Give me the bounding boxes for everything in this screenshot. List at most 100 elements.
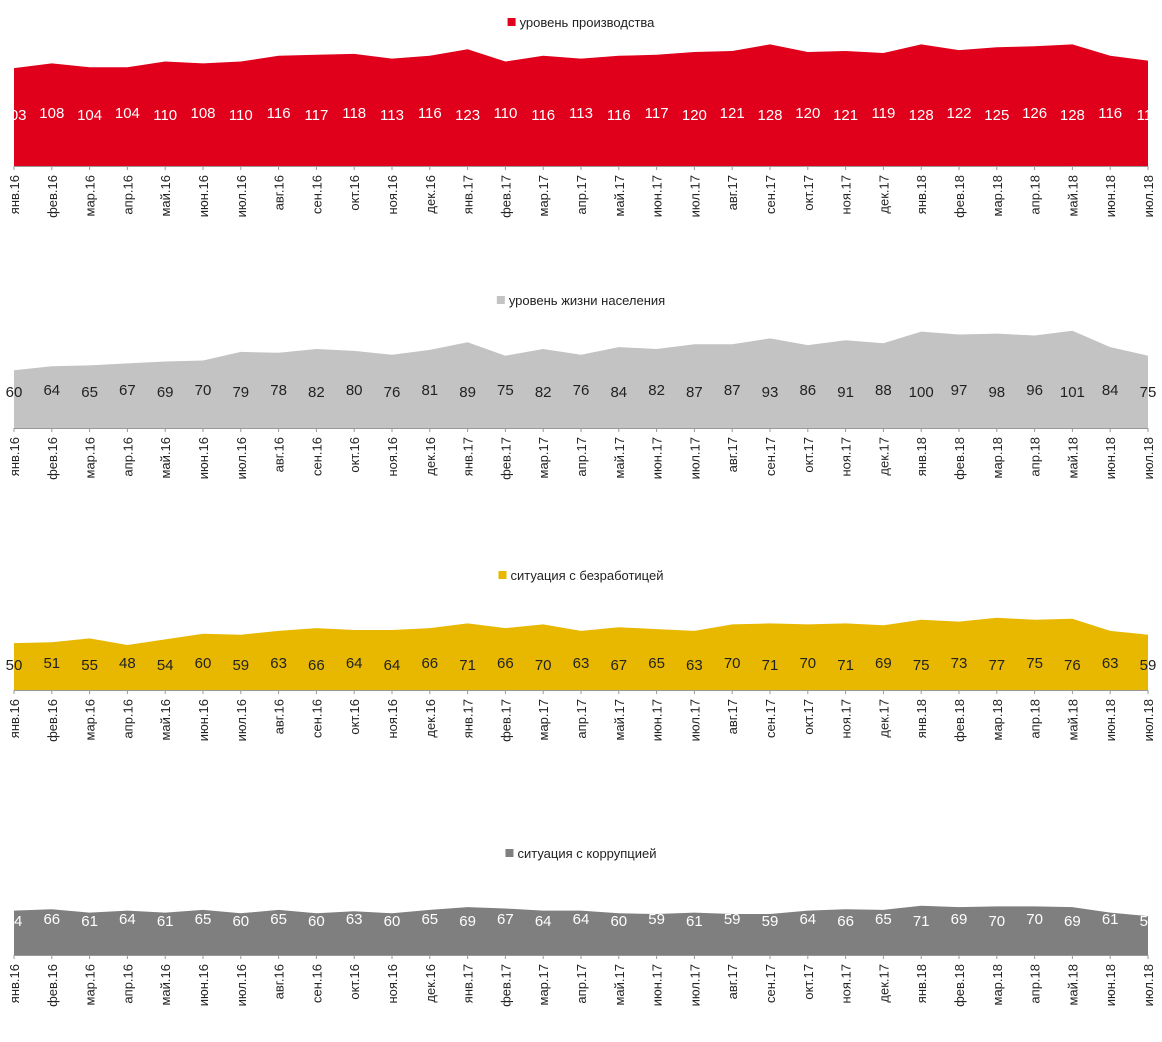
data-label: 60 bbox=[6, 384, 23, 401]
data-label: 54 bbox=[157, 657, 174, 674]
x-tick-label: фев.18 bbox=[952, 699, 967, 742]
x-tick-label: май.17 bbox=[612, 699, 627, 741]
data-label: 75 bbox=[1026, 655, 1043, 672]
data-label: 111 bbox=[1137, 107, 1160, 124]
x-tick-label: июн.17 bbox=[650, 175, 665, 217]
chart-panel-2: уровень жизни населения 60 64 65 67 69 70 79 78 8… bbox=[6, 293, 1157, 480]
x-tick-label: ноя.17 bbox=[839, 964, 854, 1004]
data-label: 70 bbox=[535, 657, 552, 674]
data-label: 81 bbox=[421, 382, 438, 399]
data-label: 64 bbox=[535, 913, 552, 930]
data-label: 116 bbox=[1098, 105, 1122, 122]
data-label: 60 bbox=[384, 913, 401, 930]
x-tick-label: мар.18 bbox=[990, 437, 1005, 478]
x-tick-label: апр.18 bbox=[1028, 964, 1043, 1004]
x-tick-label: мар.17 bbox=[536, 699, 551, 740]
data-label: 71 bbox=[837, 657, 854, 674]
x-tick-label: сен.17 bbox=[763, 964, 778, 1003]
data-label: 71 bbox=[459, 657, 476, 674]
data-label: 59 bbox=[724, 911, 741, 928]
x-tick-label: фев.17 bbox=[498, 175, 513, 218]
data-label: 61 bbox=[686, 913, 703, 930]
x-tick-label: авг.17 bbox=[725, 699, 740, 734]
data-label: 69 bbox=[951, 911, 968, 928]
data-label: 66 bbox=[837, 913, 854, 930]
x-tick-label: янв.17 bbox=[461, 964, 476, 1003]
x-tick-label: янв.18 bbox=[914, 699, 929, 738]
x-tick-label: янв.18 bbox=[914, 175, 929, 214]
data-label: 48 bbox=[119, 655, 136, 672]
data-label: 69 bbox=[157, 384, 174, 401]
x-tick-label: авг.17 bbox=[725, 437, 740, 472]
x-tick-label: апр.16 bbox=[120, 437, 135, 477]
data-label: 89 bbox=[459, 384, 476, 401]
x-tick-label: дек.16 bbox=[423, 964, 438, 1003]
x-tick-label: ноя.16 bbox=[385, 437, 400, 477]
x-tick-label: янв.16 bbox=[7, 175, 22, 214]
data-label: 120 bbox=[795, 105, 820, 122]
data-label: 65 bbox=[81, 384, 98, 401]
x-tick-label: мар.18 bbox=[990, 175, 1005, 216]
x-tick-label: дек.17 bbox=[876, 699, 891, 738]
data-label: 70 bbox=[799, 655, 816, 672]
x-tick-label: апр.16 bbox=[120, 175, 135, 215]
data-label: 128 bbox=[757, 107, 782, 124]
data-label: 128 bbox=[909, 107, 934, 124]
series-area bbox=[14, 617, 1148, 690]
data-label: 100 bbox=[909, 384, 934, 401]
data-label: 80 bbox=[346, 382, 363, 399]
data-label: 88 bbox=[875, 382, 892, 399]
series-area bbox=[14, 44, 1148, 166]
x-tick-label: май.17 bbox=[612, 964, 627, 1006]
chart-panel-3: ситуация с безработицей 50 51 55 48 54 60 59 63 6… bbox=[6, 568, 1157, 742]
data-label: 119 bbox=[871, 105, 895, 122]
legend: уровень производства bbox=[507, 15, 655, 30]
data-label: 64 bbox=[43, 382, 60, 399]
x-tick-label: апр.17 bbox=[574, 699, 589, 739]
data-label: 64 bbox=[119, 911, 136, 928]
data-label: 63 bbox=[573, 655, 590, 672]
data-label: 110 bbox=[493, 105, 517, 122]
data-label: 60 bbox=[308, 913, 325, 930]
x-tick-label: дек.16 bbox=[423, 437, 438, 476]
x-tick-label: сен.17 bbox=[763, 699, 778, 738]
x-tick-label: июн.16 bbox=[196, 437, 211, 479]
data-label: 82 bbox=[535, 384, 552, 401]
x-tick-label: май.16 bbox=[158, 437, 173, 479]
data-label: 96 bbox=[1026, 382, 1043, 399]
x-tick-label: сен.16 bbox=[309, 699, 324, 738]
x-tick-label: июл.16 bbox=[234, 699, 249, 741]
data-label: 51 bbox=[43, 655, 60, 672]
data-label: 116 bbox=[607, 107, 631, 124]
x-tick-label: дек.16 bbox=[423, 175, 438, 214]
data-label: 75 bbox=[1140, 384, 1157, 401]
data-label: 63 bbox=[270, 655, 287, 672]
data-label: 104 bbox=[115, 105, 140, 122]
data-label: 64 bbox=[799, 911, 816, 928]
data-label: 110 bbox=[229, 107, 253, 124]
x-tick-label: янв.17 bbox=[461, 437, 476, 476]
x-tick-label: июн.16 bbox=[196, 964, 211, 1006]
chart-panel-1: уровень производства 103 108 104 104 110 108 11… bbox=[1, 15, 1159, 218]
x-tick-label: ноя.17 bbox=[839, 175, 854, 215]
x-tick-label: янв.18 bbox=[914, 437, 929, 476]
x-tick-label: июл.16 bbox=[234, 964, 249, 1006]
data-label: 60 bbox=[195, 655, 212, 672]
data-label: 110 bbox=[153, 107, 177, 124]
x-tick-label: июл.17 bbox=[687, 964, 702, 1006]
data-label: 113 bbox=[380, 107, 404, 124]
data-label: 60 bbox=[610, 913, 627, 930]
data-label: 93 bbox=[762, 384, 779, 401]
data-label: 67 bbox=[119, 382, 136, 399]
x-tick-label: окт.17 bbox=[801, 437, 816, 473]
x-tick-label: апр.18 bbox=[1028, 175, 1043, 215]
data-label: 84 bbox=[1102, 382, 1119, 399]
data-label: 82 bbox=[308, 384, 325, 401]
data-label: 78 bbox=[270, 382, 287, 399]
data-label: 64 bbox=[384, 657, 401, 674]
data-label: 116 bbox=[531, 107, 555, 124]
data-label: 128 bbox=[1060, 107, 1085, 124]
x-tick-label: окт.17 bbox=[801, 699, 816, 735]
x-tick-label: мар.17 bbox=[536, 964, 551, 1005]
